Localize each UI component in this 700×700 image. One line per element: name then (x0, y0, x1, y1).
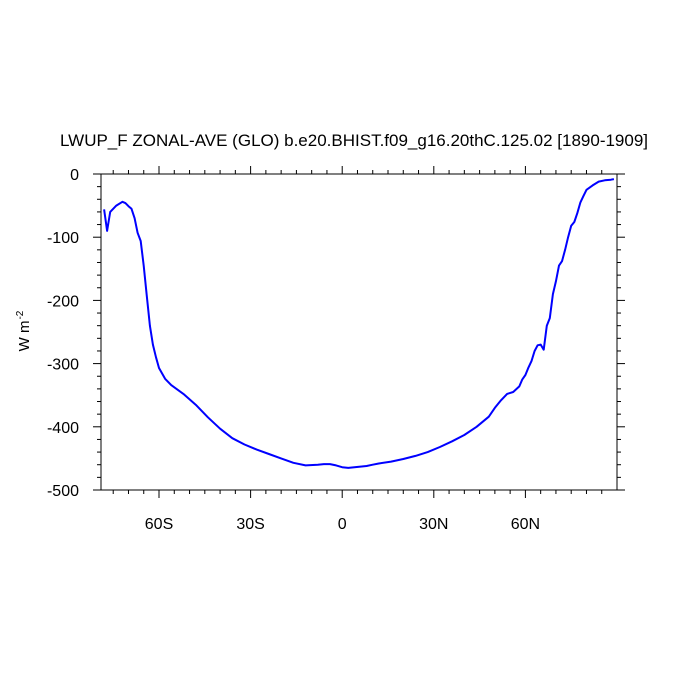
y-axis-label-text: W m (16, 321, 33, 352)
y-tick-label: -500 (47, 483, 79, 500)
x-tick-label: 30N (419, 516, 448, 533)
y-tick-label: -100 (47, 230, 79, 247)
tick-labels: 60S 30S 0 30N 60N 0 -100 -200 -300 -400 -500 (47, 167, 540, 533)
y-tick-label: 0 (70, 167, 79, 184)
chart-title: LWUP_F ZONAL-AVE (GLO) b.e20.BHIST.f09_g… (60, 131, 648, 150)
x-tick-label: 60S (145, 516, 173, 533)
x-tick-label: 30S (236, 516, 264, 533)
y-tick-label: -300 (47, 357, 79, 374)
x-tick-label: 60N (511, 516, 540, 533)
y-tick-label: -400 (47, 420, 79, 437)
axis-ticks (93, 166, 625, 498)
x-tick-label: 0 (338, 516, 347, 533)
y-tick-label: -200 (47, 293, 79, 310)
series-line (103, 178, 615, 469)
y-axis-label-superscript: -2 (15, 310, 26, 319)
series-layer (103, 178, 615, 469)
plot-frame (100, 173, 618, 491)
y-axis-label: W m -2 (15, 310, 33, 351)
